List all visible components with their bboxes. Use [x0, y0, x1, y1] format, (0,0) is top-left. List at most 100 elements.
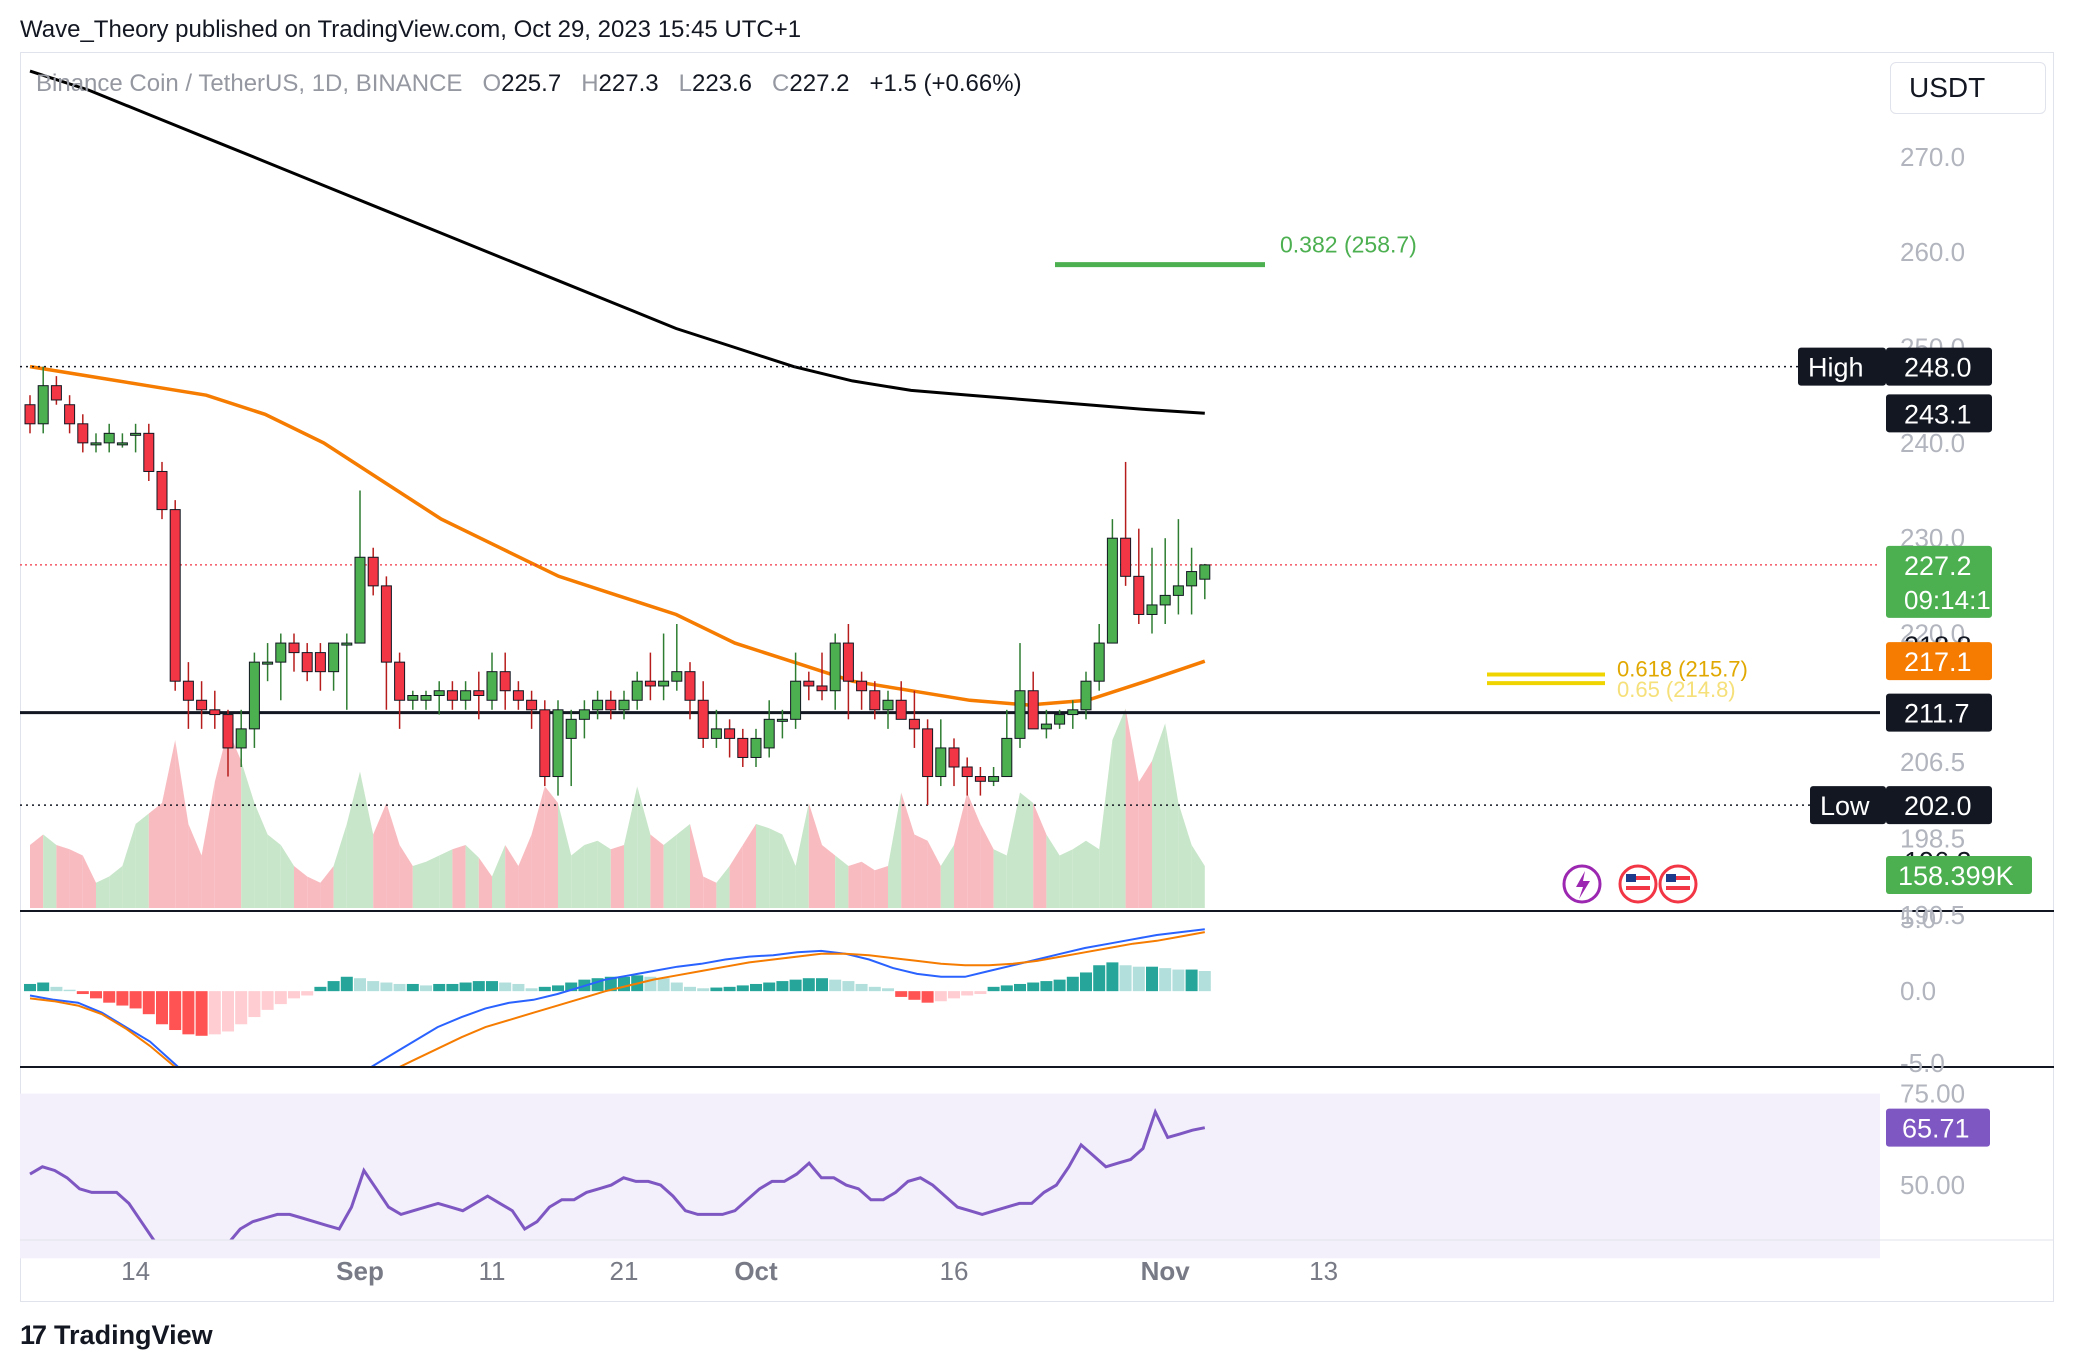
macd-histogram-bar	[961, 991, 974, 996]
price-axis-tick: 260.0	[1900, 237, 1965, 267]
volume-segment	[82, 855, 96, 908]
candle-body	[209, 709, 221, 716]
macd-histogram-bar	[1106, 962, 1119, 992]
candle-body	[592, 699, 604, 711]
macd-histogram-bar	[776, 981, 789, 992]
macd-histogram-bar	[103, 991, 116, 1003]
candle-body	[24, 404, 36, 425]
price-label-bg	[1886, 545, 1992, 618]
volume-segment	[650, 834, 664, 908]
volume-segment	[808, 803, 822, 908]
volume-segment	[1072, 840, 1086, 908]
macd-line	[29, 928, 1205, 1066]
candle-body	[50, 385, 62, 401]
chart-frame	[20, 52, 2054, 1302]
macd-histogram-bar	[156, 991, 168, 1025]
volume-segment	[1020, 792, 1034, 908]
volume-segment	[795, 803, 809, 908]
volume-segment	[1059, 849, 1073, 908]
symbol-name: Binance Coin / TetherUS, 1D, BINANCE	[36, 70, 463, 97]
macd-histogram-bar	[380, 982, 393, 992]
volume-segment	[729, 845, 743, 908]
time-axis-tick: 21	[610, 1256, 639, 1286]
high-label: H	[581, 70, 599, 97]
volume-segment	[610, 845, 624, 908]
price-label-bg	[1886, 347, 1992, 386]
volume-segment	[874, 866, 888, 908]
candle-body	[460, 690, 472, 701]
candle-body	[882, 699, 894, 711]
volume-segment	[175, 740, 189, 908]
macd-histogram-bar	[354, 978, 366, 992]
volume-segment	[927, 840, 941, 908]
price-label: 211.7	[1904, 699, 1970, 729]
volume-segment	[1178, 803, 1192, 908]
macd-histogram-bar	[736, 985, 749, 992]
macd-histogram-bar	[301, 991, 314, 996]
volume-segment	[69, 849, 83, 908]
rsi-axis-tick: 75.00	[1900, 1079, 1965, 1109]
macd-histogram-bar	[1066, 976, 1079, 992]
macd-histogram-bar	[974, 991, 987, 995]
volume-segment	[109, 866, 123, 908]
close-value: 227.2	[789, 70, 850, 97]
us-flag-stripe	[1666, 886, 1690, 890]
candle-body	[988, 776, 1000, 782]
volume-segment	[1138, 761, 1152, 908]
macd-histogram-bar	[565, 982, 578, 992]
macd-histogram-bar	[314, 986, 327, 992]
candle-body	[380, 585, 392, 663]
fib-0382-label: 0.382 (258.7)	[1280, 232, 1417, 258]
volume-segment	[439, 849, 453, 908]
macd-histogram-bar	[670, 982, 683, 992]
price-axis-tick: 198.5	[1900, 824, 1965, 854]
volume-label-bg	[1886, 856, 2032, 894]
time-axis-tick: Sep	[336, 1256, 384, 1286]
volume-segment	[993, 849, 1007, 908]
volume-segment	[663, 834, 677, 908]
macd-histogram-bar	[538, 986, 551, 992]
candle-body	[1054, 714, 1066, 725]
macd-histogram-bar	[948, 991, 960, 999]
volume-segment	[888, 792, 902, 908]
macd-histogram-bar	[50, 986, 63, 992]
change-value: +1.5 (+0.66%)	[869, 70, 1022, 97]
macd-histogram-bar	[512, 983, 525, 992]
macd-histogram-bar	[1146, 966, 1158, 992]
us-flag-canton	[1626, 874, 1636, 882]
volume-segment	[399, 845, 413, 908]
macd-axis-tick: -5.0	[1900, 1048, 1945, 1078]
macd-axis-tick: 5.0	[1900, 904, 1936, 934]
volume-segment	[412, 861, 426, 908]
volume-segment	[267, 834, 281, 908]
macd-histogram-bar	[76, 991, 89, 995]
macd-histogram-bar	[1185, 969, 1198, 992]
volume-segment	[478, 857, 492, 908]
price-label: 248.0	[1904, 353, 1972, 383]
volume-segment	[901, 792, 915, 908]
candle-body	[130, 432, 142, 436]
macd-histogram-bar	[657, 978, 670, 992]
candle-body	[631, 680, 643, 701]
currency-button[interactable]: USDT	[1890, 62, 2046, 114]
macd-histogram-bar	[921, 991, 934, 1003]
macd-histogram-bar	[142, 991, 155, 1015]
price-label-prefix-bg	[1798, 347, 1886, 386]
volume-segment	[1086, 840, 1100, 908]
candle-body	[1106, 537, 1118, 644]
macd-histogram-bar	[24, 983, 36, 992]
macd-histogram-bar	[499, 982, 512, 992]
candle-body	[644, 680, 656, 687]
candle-body	[301, 652, 313, 673]
candle-body	[803, 680, 815, 687]
macd-histogram-bar	[987, 986, 1000, 992]
macd-histogram-bar	[697, 988, 710, 992]
candle-body	[64, 404, 76, 425]
volume-segment	[980, 824, 994, 908]
volume-segment	[465, 845, 479, 908]
macd-histogram-bar	[868, 986, 881, 992]
macd-histogram-bar	[37, 982, 50, 992]
volume-segment	[56, 845, 70, 908]
tradingview-footer[interactable]: 17 TradingView	[20, 1320, 213, 1351]
